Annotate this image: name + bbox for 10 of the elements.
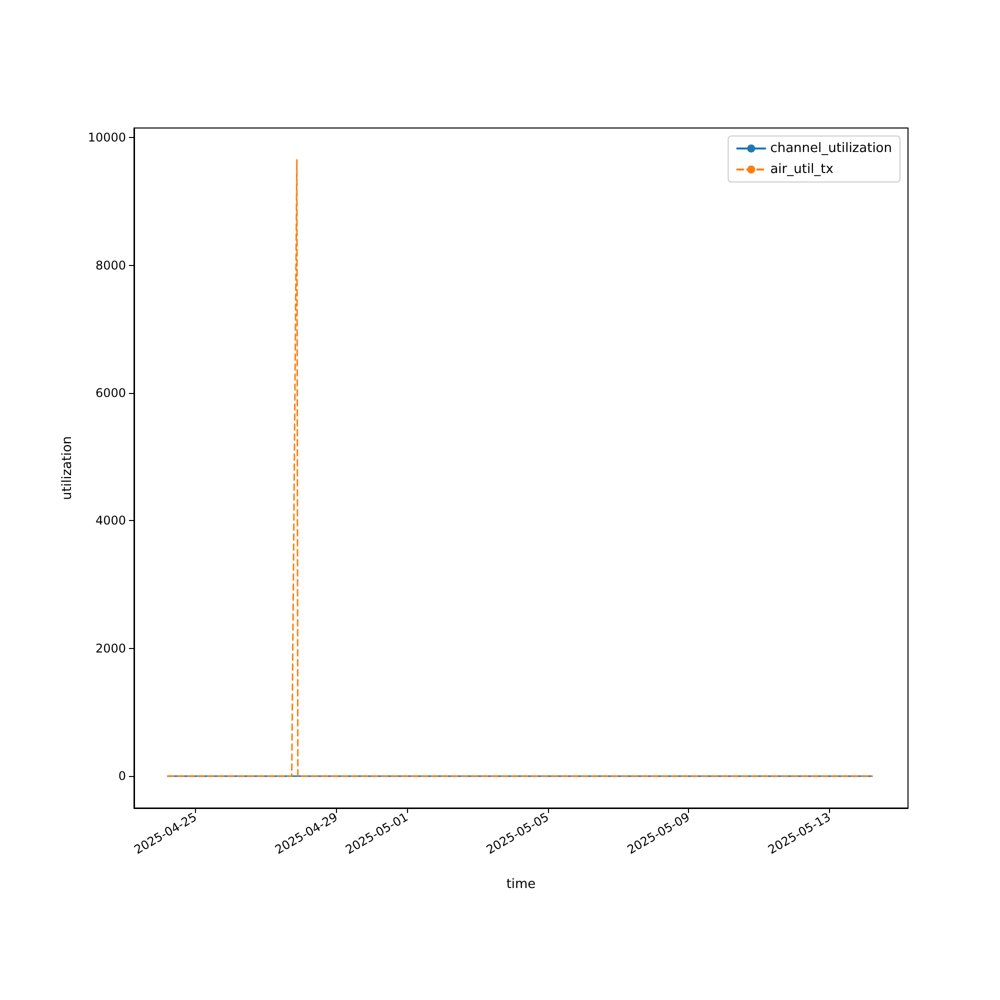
y-tick-label: 2000 [95, 641, 126, 656]
legend-label: air_util_tx [770, 162, 834, 177]
y-tick-label: 0 [118, 769, 126, 784]
y-tick-label: 4000 [95, 514, 126, 528]
x-axis-title: time [506, 877, 536, 892]
y-tick-label: 8000 [95, 258, 126, 272]
y-tick-label: 10000 [88, 130, 126, 145]
y-tick-label: 6000 [95, 386, 126, 400]
legend-label: channel_utilization [770, 141, 892, 156]
y-axis-title: utilization [60, 436, 75, 500]
